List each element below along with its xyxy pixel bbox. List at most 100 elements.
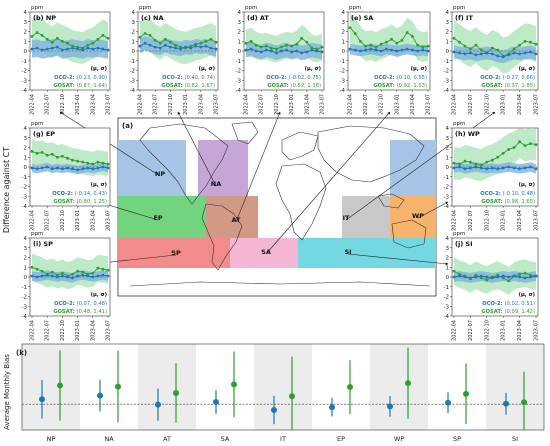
ts-ytick-label: 0 xyxy=(446,275,450,281)
oco2-line xyxy=(31,46,109,51)
summary-shade-it xyxy=(254,344,312,430)
gosat-point xyxy=(169,40,172,44)
gosat-point xyxy=(479,163,483,167)
oco2-mean-point xyxy=(445,399,451,406)
ts-xtick-label: 2022-04 xyxy=(452,94,458,115)
oco2-point xyxy=(194,44,198,48)
oco2-point xyxy=(148,43,152,47)
oco2-point xyxy=(364,48,367,52)
oco2-point xyxy=(76,274,79,278)
oco2-point xyxy=(320,50,324,54)
gosat-point xyxy=(507,148,511,151)
oco2-point xyxy=(507,53,511,57)
oco2-point xyxy=(529,275,532,279)
ts-unit: ppm xyxy=(31,121,43,127)
gosat-point xyxy=(490,158,494,162)
oco2-point xyxy=(512,51,516,55)
gosat-point xyxy=(469,160,472,164)
ts-xtick-label: 2022-10 xyxy=(379,94,385,115)
gosat-point xyxy=(76,269,79,273)
gosat-point xyxy=(30,35,34,38)
oco2-point xyxy=(199,45,203,49)
oco2-point xyxy=(35,275,39,279)
gosat-point xyxy=(518,140,521,144)
ts-ytick-label: -4 xyxy=(22,314,28,320)
ts-xtick-label: 2023-04 xyxy=(304,94,310,115)
ts-xtick-label: 2023-04 xyxy=(517,320,523,341)
oco2-point xyxy=(507,165,511,169)
ts-ytick-label: 2 xyxy=(446,146,450,152)
ts-ytick-label: -2 xyxy=(444,185,449,191)
oco2-point xyxy=(485,275,489,279)
gosat-point xyxy=(512,146,516,149)
oco2-point xyxy=(158,46,162,50)
oco2-point xyxy=(45,273,49,277)
map-label-wp: WP xyxy=(412,212,424,220)
gosat-point xyxy=(96,266,100,270)
oco2-point xyxy=(469,166,472,170)
gosat-point xyxy=(214,40,218,44)
summary-category-label: AT xyxy=(163,435,171,443)
ts-ytick-label: 3 xyxy=(24,136,28,142)
gosat-mean-point xyxy=(173,390,179,397)
map-label-ep: EP xyxy=(153,214,162,222)
oco2-line xyxy=(139,42,217,50)
gosat-point xyxy=(369,43,373,47)
gosat-point xyxy=(153,38,157,42)
oco2-point xyxy=(45,165,49,169)
ts-ytick-label: 3 xyxy=(342,20,346,26)
ts-ytick-label: 3 xyxy=(24,20,28,26)
summary-shade-si xyxy=(486,344,544,430)
oco2-line xyxy=(453,275,537,279)
summary-shade-np xyxy=(22,344,80,430)
ts-ytick-label: 2 xyxy=(132,30,136,36)
oco2-point xyxy=(50,274,54,278)
ts-ytick-label: -4 xyxy=(444,88,450,94)
oco2-point xyxy=(91,275,95,279)
gosat-point xyxy=(379,42,383,46)
gosat-mean-point xyxy=(463,390,469,397)
map-land-asia xyxy=(317,125,425,183)
map-label-at: AT xyxy=(232,216,242,224)
ts-legend-gosat: GOSAT: (0.37, 1.85) xyxy=(481,83,535,89)
oco2-point xyxy=(379,49,383,53)
gosat-point xyxy=(485,160,489,164)
ts-legend-gosat: GOSAT: (0.09, 1.42) xyxy=(481,309,535,315)
oco2-mean-point xyxy=(387,403,393,410)
oco2-point xyxy=(30,166,34,170)
oco2-point xyxy=(81,48,85,52)
oco2-point xyxy=(405,47,409,51)
oco2-mean-point xyxy=(155,401,161,408)
ts-ytick-label: 3 xyxy=(24,246,28,252)
ts-ytick-label: 0 xyxy=(24,49,28,55)
ts-legend-gosat: GOSAT: (0.82, 1.67) xyxy=(161,83,215,89)
oco2-point xyxy=(534,167,538,171)
gosat-point xyxy=(40,269,44,273)
ts-ytick-label: 3 xyxy=(446,20,450,26)
ts-legend-header: (μ, σ) xyxy=(519,66,535,72)
ts-ytick-label: -4 xyxy=(22,204,28,210)
oco2-point xyxy=(50,46,54,50)
oco2-point xyxy=(463,275,467,279)
oco2-point xyxy=(275,51,278,55)
map-land-maritime-asia xyxy=(377,193,405,209)
summary-category-label: SP xyxy=(453,435,461,443)
ts-ytick-label: 2 xyxy=(446,256,450,262)
ts-ytick-label: 0 xyxy=(24,275,28,281)
ts-ytick-label: 3 xyxy=(446,246,450,252)
ts-xtick-label: 2023-01 xyxy=(501,94,507,115)
ts-ytick-label: 2 xyxy=(238,30,242,36)
oco2-point xyxy=(348,47,352,51)
map-region-wp xyxy=(390,196,436,238)
ts-xtick-label: 2023-01 xyxy=(183,94,189,115)
gosat-point xyxy=(35,31,39,34)
ts-ytick-label: -3 xyxy=(444,304,450,310)
oco2-mean-point xyxy=(97,392,103,399)
ts-ytick-label: -2 xyxy=(340,69,345,75)
gosat-point xyxy=(518,272,521,276)
ts-xtick-label: 2023-01 xyxy=(394,94,400,115)
ts-xtick-label: 2022-07 xyxy=(45,210,51,231)
map-land-north-america xyxy=(139,123,229,205)
